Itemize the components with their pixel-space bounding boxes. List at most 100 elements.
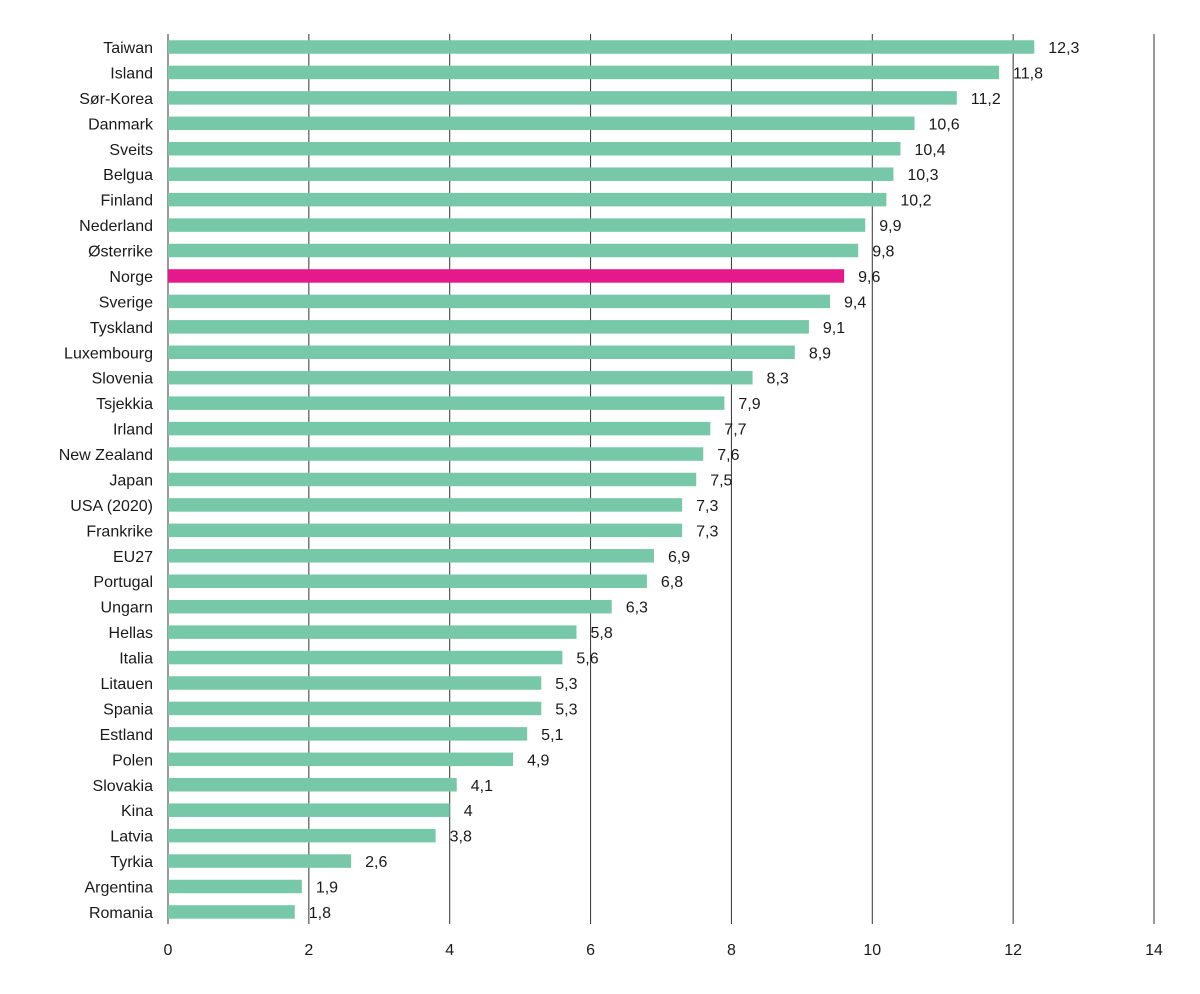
bar-sør-korea (168, 91, 957, 105)
category-label-tyskland: Tyskland (90, 320, 153, 337)
value-label-frankrike: 7,3 (696, 523, 718, 540)
value-label-latvia: 3,8 (450, 829, 472, 846)
bar-portugal (168, 574, 647, 588)
value-label-irland: 7,7 (724, 422, 746, 439)
category-label-sør-korea: Sør-Korea (79, 91, 153, 108)
bar-italia (168, 650, 563, 665)
value-label-japan: 7,5 (710, 472, 732, 489)
bar-litauen (168, 676, 542, 690)
x-tick-label-10: 10 (863, 942, 881, 959)
value-label-usa-2020: 7,3 (696, 498, 718, 515)
category-label-new-zealand: New Zealand (59, 447, 153, 464)
value-label-italia: 5,6 (576, 651, 598, 668)
value-label-tyrkia: 2,6 (365, 854, 387, 871)
bar-latvia (168, 828, 436, 843)
value-label-eu27: 6,9 (668, 549, 690, 566)
category-label-ungarn: Ungarn (101, 600, 153, 617)
category-label-italia: Italia (119, 651, 153, 668)
value-label-luxembourg: 8,9 (809, 345, 831, 362)
category-label-latvia: Latvia (110, 829, 153, 846)
x-tick-label-0: 0 (164, 942, 173, 959)
value-label-danmark: 10,6 (929, 116, 960, 133)
category-labels: Taiwan Island Sør-Korea Danmark Sveits Belgua… (59, 40, 154, 922)
value-label-kina: 4 (464, 803, 473, 820)
value-label-tyskland: 9,1 (823, 320, 845, 337)
value-label-belgua: 10,3 (907, 167, 938, 184)
value-label-nederland: 9,9 (879, 218, 901, 235)
category-label-island: Island (110, 65, 153, 82)
category-label-kina: Kina (121, 803, 153, 820)
category-label-irland: Irland (113, 422, 153, 439)
x-tick-label-8: 8 (727, 942, 736, 959)
category-label-tyrkia: Tyrkia (110, 854, 153, 871)
x-tick-labels: 0 2 4 6 8 10 12 14 (164, 942, 1163, 959)
bar-norge (168, 269, 845, 283)
category-label-taiwan: Taiwan (103, 40, 153, 57)
category-label-portugal: Portugal (93, 574, 153, 591)
category-label-romania: Romania (89, 905, 153, 922)
category-label-finland: Finland (101, 193, 153, 210)
value-label-finland: 10,2 (900, 193, 931, 210)
category-label-litauen: Litauen (101, 676, 154, 693)
value-label-polen: 4,9 (527, 752, 549, 769)
bar-østerrike (168, 243, 859, 258)
bars (168, 40, 1035, 919)
value-label-slovenia: 8,3 (767, 371, 789, 388)
x-tick-label-14: 14 (1145, 942, 1163, 959)
bar-usa-2020 (168, 498, 683, 512)
bar-slovenia (168, 370, 753, 385)
bar-tyskland (168, 320, 809, 334)
category-label-slovakia: Slovakia (93, 778, 154, 795)
bar-estland (168, 727, 528, 741)
bar-ungarn (168, 599, 612, 614)
value-label-taiwan: 12,3 (1048, 40, 1079, 57)
x-tick-label-12: 12 (1004, 942, 1022, 959)
category-label-sverige: Sverige (99, 294, 153, 311)
x-tick-label-6: 6 (586, 942, 595, 959)
bar-taiwan (168, 40, 1035, 54)
bar-tsjekkia (168, 396, 725, 410)
bar-hellas (168, 625, 577, 639)
bar-belgua (168, 167, 894, 181)
value-label-island: 11,8 (1013, 65, 1043, 82)
value-label-hellas: 5,8 (590, 625, 612, 642)
category-label-belgua: Belgua (103, 167, 153, 184)
value-label-litauen: 5,3 (555, 676, 577, 693)
bar-new-zealand (168, 447, 704, 461)
bar-argentina (168, 879, 302, 894)
x-tick-label-4: 4 (445, 942, 454, 959)
category-label-tsjekkia: Tsjekkia (96, 396, 153, 413)
category-label-japan: Japan (109, 472, 153, 489)
bar-luxembourg (168, 345, 795, 360)
bar-tyrkia (168, 854, 352, 868)
value-label-sør-korea: 11,2 (971, 91, 1001, 108)
value-label-tsjekkia: 7,9 (738, 396, 760, 413)
category-label-norge: Norge (109, 269, 153, 286)
x-tick-label-2: 2 (304, 942, 313, 959)
bar-spania (168, 701, 542, 716)
value-label-romania: 1,8 (309, 905, 331, 922)
category-label-danmark: Danmark (88, 116, 154, 133)
category-label-spania: Spania (103, 701, 153, 718)
value-label-østerrike: 9,8 (872, 244, 894, 261)
category-label-luxembourg: Luxembourg (64, 345, 153, 362)
bar-island (168, 65, 1000, 80)
bar-slovakia (168, 778, 457, 792)
bar-frankrike (168, 523, 683, 538)
category-label-usa-2020: USA (2020) (70, 498, 153, 515)
category-label-slovenia: Slovenia (92, 371, 153, 388)
bar-sverige (168, 294, 831, 309)
bar-finland (168, 192, 887, 207)
bar-danmark (168, 116, 915, 131)
category-label-sveits: Sveits (109, 142, 153, 159)
value-label-sverige: 9,4 (844, 294, 866, 311)
category-label-polen: Polen (112, 752, 153, 769)
bar-kina (168, 803, 450, 817)
category-label-estland: Estland (100, 727, 153, 744)
bar-romania (168, 905, 295, 919)
bar-polen (168, 752, 514, 767)
value-label-sveits: 10,4 (914, 142, 945, 159)
value-label-norge: 9,6 (858, 269, 880, 286)
category-label-nederland: Nederland (79, 218, 153, 235)
value-label-spania: 5,3 (555, 701, 577, 718)
